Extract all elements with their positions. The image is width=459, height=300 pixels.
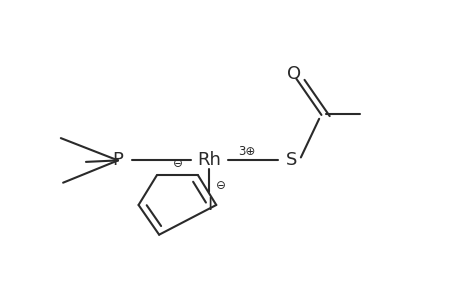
Text: ⊖: ⊖ bbox=[215, 179, 225, 192]
Text: O: O bbox=[286, 65, 301, 83]
Text: I: I bbox=[207, 196, 212, 214]
Text: Rh: Rh bbox=[197, 152, 221, 169]
Text: ⊖: ⊖ bbox=[172, 157, 182, 170]
Text: 3⊕: 3⊕ bbox=[237, 145, 254, 158]
Text: P: P bbox=[112, 152, 123, 169]
Text: S: S bbox=[285, 152, 297, 169]
